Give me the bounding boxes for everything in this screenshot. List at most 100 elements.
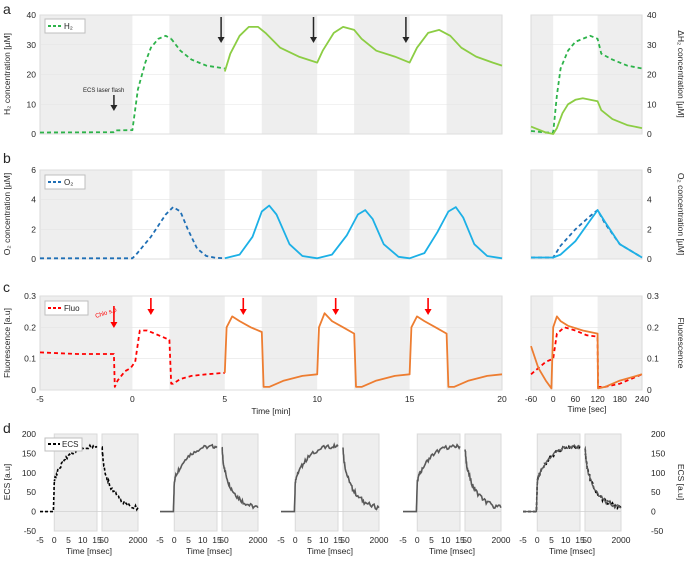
ytick-b-1: 2 — [31, 224, 36, 234]
decay-window-4 — [584, 433, 622, 532]
right-ytick-a-1: 10 — [647, 99, 657, 109]
xlabel-d-4: Time [msec] — [549, 546, 595, 556]
arrow-head-c-2 — [239, 309, 247, 315]
xtick-d-4-2: 5 — [549, 535, 554, 545]
right-ytick-a-0: 0 — [647, 129, 652, 139]
ecs-decay-overlay-4 — [584, 445, 622, 510]
legend-label-c: Fluo — [64, 304, 80, 313]
inset-series-c — [530, 315, 643, 390]
xtick-d-3-0: -5 — [399, 535, 407, 545]
arrow-head-a-0 — [110, 105, 118, 111]
inset-series-b — [531, 209, 643, 259]
xtick-d-1-0: -5 — [156, 535, 164, 545]
ytick-d-0: -50 — [24, 526, 37, 536]
xtick-c-0: -5 — [36, 394, 44, 404]
inset-xtick-c-5: 240 — [635, 394, 649, 404]
arrow-head-c-1 — [147, 309, 155, 315]
ecs-decay-trace-3 — [464, 449, 502, 509]
ytick-d-5: 200 — [22, 429, 36, 439]
legend-d: ECS — [44, 437, 83, 452]
xtick-d-0-0: -5 — [36, 535, 44, 545]
decay-window-2 — [342, 433, 380, 532]
arrows-a — [110, 17, 410, 111]
yticks-c: 0 0.1 0.2 0.3 — [24, 291, 36, 395]
xtick-d-2-2: 5 — [307, 535, 312, 545]
right-ytick-d-2: 50 — [651, 487, 661, 497]
ecs-rise-overlay-4 — [523, 444, 581, 513]
series-line-a-2 — [223, 26, 503, 72]
xtick-right-d-4-1: 2000 — [612, 535, 631, 545]
legend-a: H₂ — [44, 18, 86, 34]
arrow-head-c-4 — [424, 309, 432, 315]
ylabel-d: ECS [a.u] — [2, 464, 12, 500]
xtick-right-d-2-0: 50 — [340, 535, 350, 545]
panel-label-a: a — [3, 1, 11, 17]
ytick-b-3: 6 — [31, 165, 36, 175]
xtick-d-3-4: 15 — [455, 535, 465, 545]
xtick-right-d-1-0: 50 — [219, 535, 229, 545]
ytick-c-3: 0.3 — [24, 291, 36, 301]
right-ytick-d-4: 150 — [651, 448, 665, 458]
panel-label-c: c — [3, 279, 10, 295]
xtick-right-d-0-0: 50 — [99, 535, 109, 545]
xtick-c-1: 0 — [130, 394, 135, 404]
ytick-d-3: 100 — [22, 468, 36, 478]
yticks-b: 0 2 4 6 — [31, 165, 36, 264]
inset-shade-band-b-0 — [531, 170, 554, 259]
xtick-right-d-3-0: 50 — [462, 535, 472, 545]
right-yticks-a: 0 10 20 30 40 — [647, 10, 657, 139]
xtick-d-3-2: 5 — [429, 535, 434, 545]
ecs-rise-trace-0 — [40, 443, 98, 513]
ecs-decay-trace-0 — [101, 446, 139, 512]
xtick-d-2-4: 15 — [333, 535, 343, 545]
right-ytick-b-3: 6 — [647, 165, 652, 175]
shading-b — [40, 170, 502, 259]
xlabel-d-1: Time [msec] — [186, 546, 232, 556]
legend-label-a: H₂ — [64, 22, 73, 31]
ylabel-right-c: Fluorescence — [676, 317, 685, 368]
inset-shade-band-c-1 — [597, 296, 642, 390]
xtick-right-d-2-1: 2000 — [370, 535, 389, 545]
right-yticks-b: 0 2 4 6 — [647, 165, 652, 264]
panel-c: 00.10.20.3 -5 0 5 10 15 20 Fluorescence [a.u]… — [2, 291, 685, 416]
ytick-d-2: 50 — [27, 487, 37, 497]
shade-band-b-3 — [354, 170, 410, 259]
right-ytick-c-0: 0 — [647, 385, 652, 395]
ytick-c-2: 0.2 — [24, 322, 36, 332]
series-c — [39, 312, 503, 388]
ylabel-right-a: ΔH₂ concentration [µM] — [676, 30, 685, 118]
inset-series-line-a-1 — [530, 97, 643, 135]
inset-series-line-b-1 — [531, 209, 643, 259]
panel-label-d: d — [3, 420, 11, 436]
rise-window-3 — [416, 433, 461, 532]
shade-band-c-1 — [169, 296, 225, 390]
xtick-d-3-3: 10 — [441, 535, 451, 545]
ytick-d-4: 150 — [22, 448, 36, 458]
ylabel-right-b: O₂ concentration [µM] — [676, 173, 685, 255]
xlabel-d-0: Time [msec] — [66, 546, 112, 556]
right-ytick-c-2: 0.2 — [647, 322, 659, 332]
right-ytick-c-3: 0.3 — [647, 291, 659, 301]
ylabel-c: Fluorescence [a.u] — [2, 308, 12, 378]
xtick-d-3-1: 0 — [415, 535, 420, 545]
legend-b: O₂ — [44, 174, 86, 190]
ytick-a-3: 30 — [27, 40, 37, 50]
legend-label-d: ECS — [62, 440, 78, 449]
series-line-a-1 — [170, 38, 225, 70]
right-ytick-d-1: 0 — [651, 507, 656, 517]
legend-box-d — [44, 437, 83, 452]
xtick-right-d-3-1: 2000 — [492, 535, 511, 545]
ylabel-a: H₂ concentration [µM] — [2, 33, 12, 115]
series-line-b-1 — [224, 204, 503, 260]
rise-window-4 — [536, 433, 581, 532]
panel-a: 0 10 20 30 40 H₂ concentration [µM] H₂ ECS l… — [2, 10, 685, 139]
rise-window-1 — [173, 433, 218, 532]
xtick-d-0-2: 5 — [66, 535, 71, 545]
xticks-c: -5 0 5 10 15 20 — [36, 394, 507, 404]
